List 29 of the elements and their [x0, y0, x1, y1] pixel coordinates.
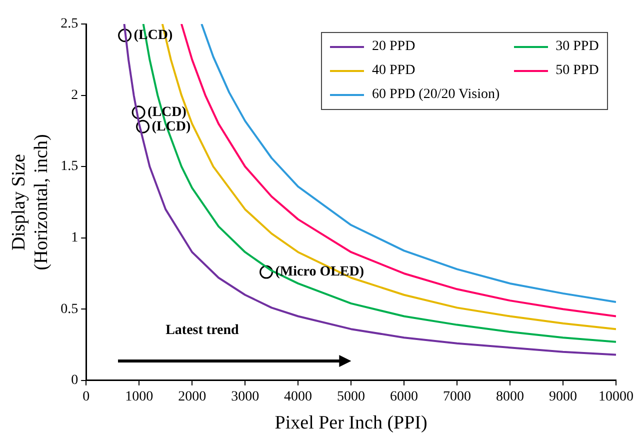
x-tick-label: 0 — [82, 389, 90, 404]
point — [132, 106, 146, 120]
y-tick-label: 0 — [71, 373, 78, 388]
x-tick-label: 1000 — [125, 389, 154, 404]
x-tick-label: 4000 — [284, 389, 312, 404]
x-axis-title: Pixel Per Inch (PPI) — [274, 412, 428, 434]
point — [260, 265, 274, 279]
x-tick-label: 8000 — [496, 389, 524, 404]
x-tick-label: 2000 — [178, 389, 206, 404]
legend-label: 20 PPD — [372, 39, 416, 55]
y-tick-label: 2.5 — [60, 16, 78, 32]
legend-label: 30 PPD — [556, 39, 599, 55]
x-tick-label: 10000 — [598, 389, 634, 404]
point — [136, 120, 150, 134]
y-tick-label: 1.5 — [60, 159, 78, 174]
x-tick-label: 9000 — [549, 389, 578, 404]
y-tick-label: 0.5 — [60, 302, 78, 317]
y-tick-label: 2 — [71, 88, 78, 103]
legend-label: 40 PPD — [372, 63, 416, 79]
legend-label: 60 PPD (20/20 Vision) — [372, 87, 500, 103]
x-tick-label: 3000 — [231, 389, 260, 404]
x-tick-label: 7000 — [443, 389, 472, 404]
annotation: Latest trend — [166, 323, 239, 340]
point — [118, 28, 132, 42]
legend-label: 50 PPD — [556, 63, 599, 79]
y-axis-title: Display Size (Horizontal, inch) — [8, 134, 52, 270]
x-tick-label: 6000 — [390, 389, 418, 404]
x-tick-label: 5000 — [337, 389, 366, 404]
y-tick-label: 1 — [71, 230, 78, 246]
